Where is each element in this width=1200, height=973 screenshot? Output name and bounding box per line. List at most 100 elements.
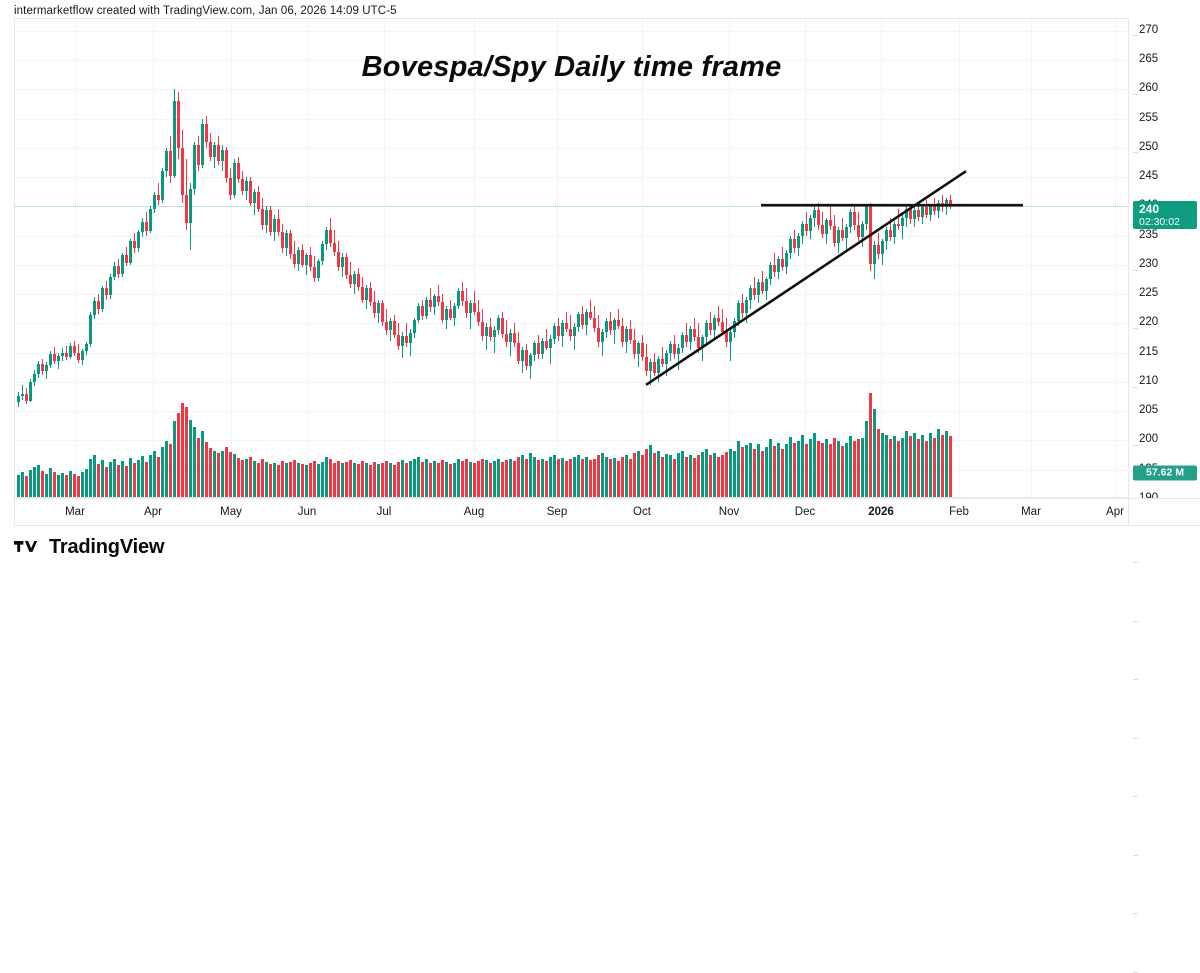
candle-wick — [486, 323, 488, 350]
volume-bar — [745, 445, 748, 497]
candle-wick — [614, 317, 616, 344]
candle-body — [289, 233, 292, 255]
current-price-value: 240 — [1139, 202, 1160, 217]
volume-bar — [493, 461, 496, 497]
price-axis-tick-mark — [1133, 328, 1138, 330]
volume-bar — [733, 450, 736, 497]
time-axis-month-label: Jun — [297, 506, 317, 518]
candle-body — [41, 364, 44, 372]
current-price-badge[interactable]: 240 02:30:02 — [1133, 201, 1197, 230]
candle-body — [761, 282, 764, 291]
candle-body — [197, 145, 200, 166]
volume-bar — [681, 450, 684, 497]
candle-body — [697, 337, 700, 348]
volume-bar — [53, 472, 56, 497]
candle-body — [117, 266, 120, 275]
candle-body — [769, 264, 772, 279]
candle-body — [785, 253, 788, 268]
candle-body — [685, 335, 688, 343]
candle-body — [937, 202, 940, 211]
volume-bar — [937, 429, 940, 497]
volume-bar — [649, 445, 652, 497]
candle-body — [805, 223, 808, 231]
candle-body — [513, 332, 516, 344]
candle-body — [105, 288, 108, 296]
candle-wick — [830, 206, 832, 230]
time-axis[interactable]: Mar Apr May Jun Jul Aug Sep Oct Nov Dec 2026 Feb Mar… — [14, 498, 1128, 526]
volume-bar — [349, 460, 352, 497]
volume-bar — [541, 458, 544, 497]
volume-bar — [505, 460, 508, 497]
candle-body — [645, 357, 648, 372]
price-axis[interactable]: 2702652602552502452402352302252202152102… — [1128, 18, 1200, 973]
price-axis-tick-label: 210 — [1133, 375, 1158, 739]
gridline-vertical — [642, 19, 643, 497]
volume-bar — [569, 459, 572, 497]
volume-bar — [881, 433, 884, 497]
volume-bar — [185, 407, 188, 497]
volume-bar — [501, 461, 504, 497]
candle-body — [717, 317, 720, 323]
volume-bar — [813, 433, 816, 497]
candle-body — [501, 317, 504, 334]
candle-body — [897, 223, 900, 227]
candle-wick — [506, 320, 508, 347]
volume-bar — [409, 461, 412, 497]
volume-bar — [581, 458, 584, 497]
candle-body — [145, 221, 148, 231]
candle-body — [677, 347, 680, 354]
candle-wick — [406, 323, 408, 347]
candle-body — [385, 322, 388, 331]
volume-bar — [397, 461, 400, 497]
volume-bar — [25, 476, 28, 497]
volume-bar — [933, 437, 936, 497]
volume-bar — [129, 457, 132, 497]
volume-bar — [597, 455, 600, 497]
candle-body — [341, 256, 344, 268]
candle-wick — [574, 323, 576, 350]
volume-bar — [761, 450, 764, 497]
volume-bar — [781, 449, 784, 497]
volume-bar — [801, 434, 804, 497]
volume-bar — [741, 447, 744, 497]
volume-bar — [365, 463, 368, 497]
candle-body — [657, 358, 660, 373]
volume-bar — [361, 461, 364, 497]
volume-bar — [889, 439, 892, 497]
volume-bar — [429, 462, 432, 497]
gridline-horizontal — [15, 440, 1128, 442]
candle-body — [169, 151, 172, 176]
candle-body — [637, 343, 640, 354]
current-price-dotted-line — [15, 206, 1128, 208]
chart-drawings-layer[interactable] — [15, 19, 1128, 497]
volume-bar — [509, 458, 512, 497]
candle-body — [753, 288, 756, 296]
volume-bar — [441, 460, 444, 497]
chart-plot-area[interactable]: Bovespa/Spy Daily time frame — [14, 18, 1128, 500]
volume-bar — [37, 465, 40, 497]
candle-body — [57, 356, 60, 361]
volume-value-badge[interactable]: 57.62 M — [1133, 465, 1197, 481]
candle-body — [749, 288, 752, 300]
trendline-drawing[interactable] — [645, 170, 967, 386]
volume-bar — [629, 458, 632, 497]
volume-bar — [821, 442, 824, 497]
candle-body — [589, 311, 592, 318]
volume-bar — [637, 450, 640, 497]
volume-bar — [33, 467, 36, 497]
gridline-vertical — [384, 19, 385, 497]
candle-body — [541, 340, 544, 354]
candle-body — [201, 124, 204, 166]
volume-bar — [157, 457, 160, 497]
candle-wick — [550, 335, 552, 365]
volume-bar — [521, 455, 524, 497]
candle-body — [889, 229, 892, 237]
volume-bar — [825, 439, 828, 497]
candle-wick — [650, 358, 652, 385]
price-axis-tick-label: 265 — [1133, 53, 1158, 95]
price-axis-tick-mark — [1133, 679, 1138, 681]
candle-wick — [386, 308, 388, 336]
price-axis-tick-label: 220 — [1133, 316, 1158, 622]
time-axis-month-label: Oct — [633, 506, 651, 518]
price-axis-tick-mark — [1133, 152, 1138, 154]
